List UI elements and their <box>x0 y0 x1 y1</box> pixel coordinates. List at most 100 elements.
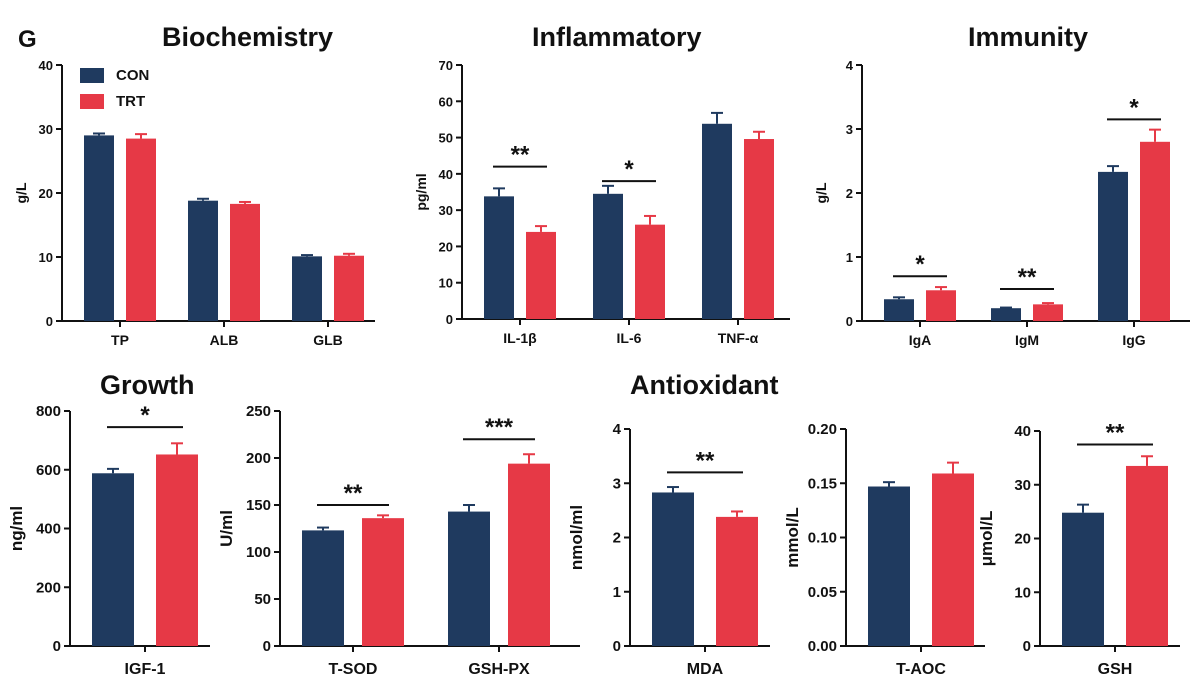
y-tick-label: 30 <box>439 203 453 218</box>
y-axis-label: μmol/L <box>977 511 996 567</box>
y-axis-label: U/ml <box>217 510 236 547</box>
y-tick-label: 600 <box>36 462 61 479</box>
bar-trt <box>1140 141 1170 321</box>
legend-label-con: CON <box>116 66 150 84</box>
bar-trt <box>716 516 758 646</box>
y-tick-label: 70 <box>439 58 453 73</box>
y-tick-label: 2 <box>613 530 621 547</box>
y-tick-label: 3 <box>846 122 853 137</box>
bar-trt <box>744 139 774 319</box>
chart-antioxidant-taoc: 0.00 0.05 0.10 0.15 0.20 mmol/L T-AOC <box>783 421 985 678</box>
y-tick-label: 40 <box>439 167 453 182</box>
y-tick-label: 0.05 <box>808 584 837 601</box>
bar-con <box>92 473 134 646</box>
y-tick-label: 400 <box>36 521 61 538</box>
y-tick-label: 1 <box>846 250 853 265</box>
chart-biochemistry: 0 10 20 30 40 g/L TP ALB GLB <box>13 58 375 348</box>
y-tick-label: 30 <box>39 122 53 137</box>
y-axis-label: mmol/L <box>783 507 802 567</box>
chart-antioxidant-gsh: 0 10 20 30 40 μmol/L GSH ** <box>977 419 1180 678</box>
y-tick-label: 200 <box>36 579 61 596</box>
y-tick-label: 0 <box>1023 638 1031 655</box>
significance-label: ** <box>1106 419 1125 446</box>
significance-label: * <box>624 156 634 183</box>
y-tick-label: 0.15 <box>808 475 837 492</box>
x-tick-label: IgA <box>909 332 932 348</box>
y-tick-label: 0 <box>613 638 621 655</box>
bar-con <box>84 135 114 321</box>
bar-con <box>188 200 218 321</box>
significance-label: ** <box>1018 264 1037 291</box>
y-axis-label: pg/ml <box>413 173 429 210</box>
legend: CON TRT <box>80 62 149 114</box>
y-axis-label: nmol/ml <box>567 505 586 570</box>
x-tick-label: IL-1β <box>503 330 537 346</box>
y-tick-label: 30 <box>1014 477 1031 494</box>
bar-trt <box>156 454 198 646</box>
bar-con <box>652 492 694 646</box>
x-tick-label: T-SOD <box>329 661 378 678</box>
significance-label: *** <box>485 414 514 441</box>
y-axis-label: g/L <box>13 182 29 203</box>
bar-trt <box>635 224 665 319</box>
bar-con <box>702 123 732 319</box>
significance-label: * <box>140 402 150 429</box>
y-tick-label: 4 <box>613 421 622 438</box>
y-tick-label: 0 <box>263 638 271 655</box>
y-axis-label: g/L <box>813 182 829 203</box>
x-tick-label: GSH-PX <box>468 661 530 678</box>
y-tick-label: 250 <box>246 403 271 420</box>
significance-label: ** <box>511 142 530 169</box>
x-tick-label: TP <box>111 332 129 348</box>
y-tick-label: 3 <box>613 475 621 492</box>
bar-con <box>868 486 910 646</box>
legend-label-trt: TRT <box>116 92 146 110</box>
y-tick-label: 0 <box>53 638 61 655</box>
x-tick-label: IgG <box>1122 332 1145 348</box>
y-tick-label: 150 <box>246 497 271 514</box>
y-tick-label: 0 <box>846 314 853 329</box>
y-tick-label: 100 <box>246 544 271 561</box>
panel-label: G <box>18 26 37 53</box>
y-axis-label: ng/ml <box>7 506 26 551</box>
bar-con <box>1098 171 1128 321</box>
bar-con <box>593 193 623 319</box>
bar-trt <box>230 203 260 321</box>
y-tick-label: 800 <box>36 403 61 420</box>
y-tick-label: 60 <box>439 94 453 109</box>
y-tick-label: 40 <box>39 58 53 73</box>
title-inflammatory: Inflammatory <box>532 22 702 52</box>
y-tick-label: 1 <box>613 584 621 601</box>
legend-item-trt: TRT <box>80 88 149 114</box>
x-tick-label: ALB <box>210 332 239 348</box>
bar-trt <box>1033 304 1063 321</box>
y-tick-label: 50 <box>254 591 271 608</box>
y-tick-label: 0 <box>46 314 53 329</box>
x-tick-label: IL-6 <box>617 330 642 346</box>
significance-label: * <box>915 251 925 278</box>
x-tick-label: GLB <box>313 332 343 348</box>
y-tick-label: 20 <box>39 186 53 201</box>
chart-antioxidant-mda: 0 1 2 3 4 nmol/ml MDA ** <box>567 421 770 678</box>
y-tick-label: 50 <box>439 131 453 146</box>
bar-con <box>1062 512 1104 646</box>
x-tick-label: IgM <box>1015 332 1039 348</box>
y-tick-label: 20 <box>439 239 453 254</box>
y-tick-label: 0.00 <box>808 638 837 655</box>
bar-trt <box>932 473 974 646</box>
y-tick-label: 0.20 <box>808 421 837 438</box>
y-tick-label: 40 <box>1014 423 1031 440</box>
bar-con <box>302 530 344 646</box>
bar-trt <box>508 463 550 646</box>
chart-inflammatory: 0 10 20 30 40 50 60 70 pg/ml IL-1β ** IL-6 * TNF-α <box>413 58 790 346</box>
title-immunity: Immunity <box>968 22 1089 52</box>
x-tick-label: TNF-α <box>718 330 759 346</box>
y-tick-label: 0.10 <box>808 530 837 547</box>
bar-trt <box>334 255 364 321</box>
title-biochemistry: Biochemistry <box>162 22 334 52</box>
bar-con <box>884 299 914 321</box>
y-tick-label: 20 <box>1014 531 1031 548</box>
legend-swatch-con <box>80 67 104 83</box>
bar-trt <box>526 231 556 319</box>
